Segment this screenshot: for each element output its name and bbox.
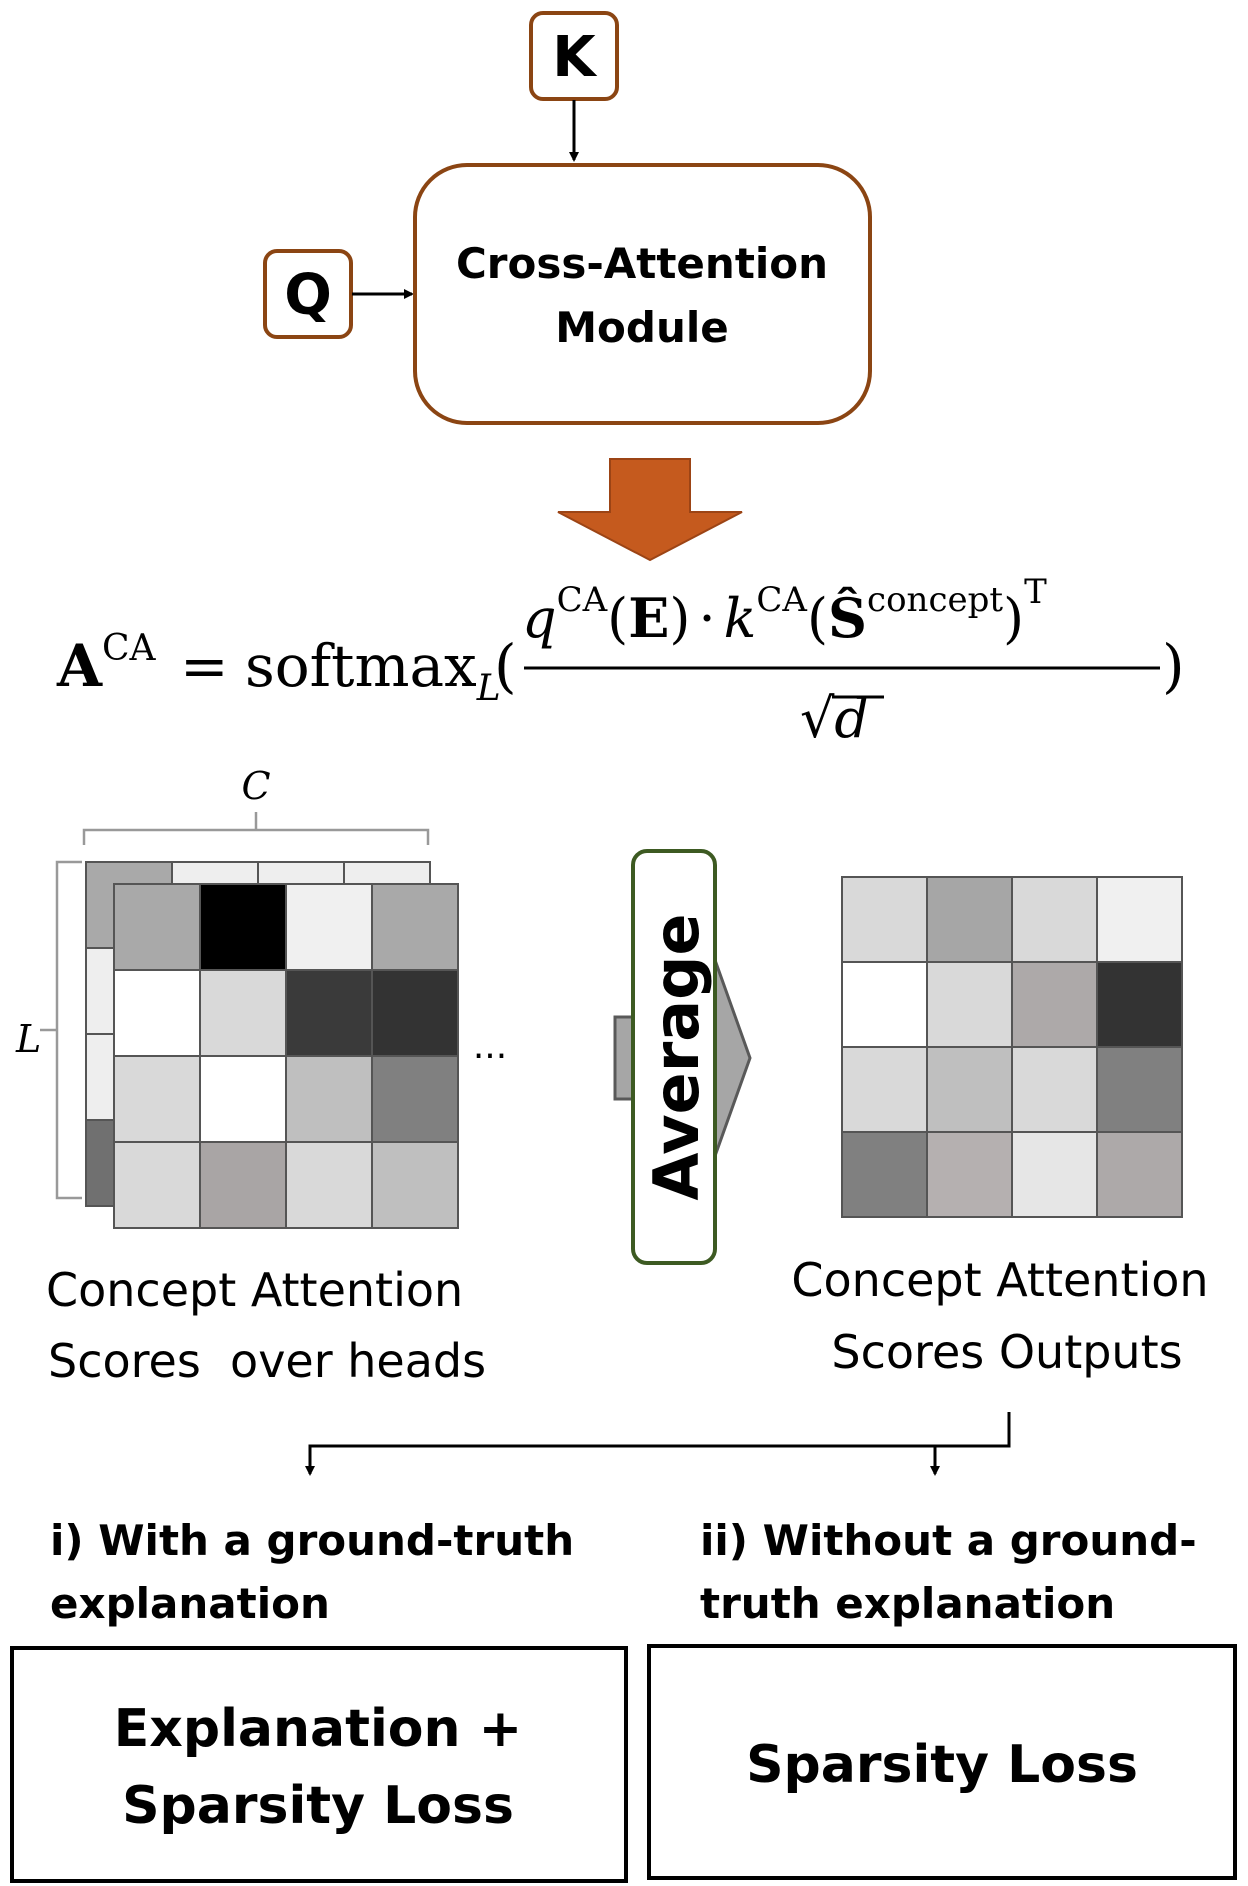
- branch-right-line2: truth explanation: [700, 1579, 1115, 1628]
- output-cell: [926, 876, 1013, 963]
- left-caption-line2: Scores over heads: [48, 1334, 486, 1388]
- numerator-k-sup: CA: [756, 580, 807, 620]
- right-caption-line2: Scores Outputs: [831, 1325, 1182, 1379]
- numerator-k: k: [724, 587, 757, 650]
- branch-left-line1: i) With a ground-truth: [50, 1516, 574, 1565]
- output-cell: [1096, 876, 1183, 963]
- attention-cell: [371, 1141, 459, 1229]
- branch-connector: [305, 1412, 1011, 1476]
- left-caption-line1: Concept Attention: [46, 1263, 463, 1317]
- branch-right-line1: ii) Without a ground-: [700, 1516, 1197, 1565]
- q-input-box: [263, 249, 353, 339]
- numerator-s-sup: concept: [867, 580, 1003, 620]
- loss-box-left-frame: [10, 1646, 628, 1883]
- branch-left-line2: explanation: [50, 1579, 330, 1628]
- equation-lhs: ACA: [56, 628, 157, 700]
- module-box: [413, 163, 872, 425]
- output-cell: [1011, 876, 1098, 963]
- attention-cell: [113, 883, 201, 971]
- left-grid-front: [113, 883, 459, 1229]
- numerator-s: Ŝ: [828, 586, 867, 650]
- right-grid: [841, 876, 1183, 1218]
- dim-l-label: L: [15, 1017, 41, 1061]
- attention-cell: [285, 883, 373, 971]
- equation-func-name: softmax: [245, 632, 477, 700]
- attention-cell: [113, 1141, 201, 1229]
- output-cell: [926, 1046, 1013, 1133]
- output-cell: [841, 961, 928, 1048]
- equation-equals: =: [180, 632, 229, 700]
- attention-equation: ACA = softmaxL ( ) qCA(E) · kCA(Ŝconcept)T…: [56, 572, 1185, 750]
- equation-open-paren: (: [494, 632, 517, 700]
- loss-left-line1: Explanation +: [114, 1699, 522, 1759]
- dim-c-label: C: [241, 764, 270, 808]
- numerator-q-sup: CA: [557, 580, 608, 620]
- numerator-q: q: [522, 587, 557, 650]
- equation-lhs-sup: CA: [102, 628, 157, 669]
- attention-cell: [199, 1055, 287, 1143]
- numerator-dot: ·: [698, 587, 715, 650]
- loss-box-right-frame: [647, 1644, 1237, 1880]
- equation-lhs-base: A: [56, 632, 103, 700]
- attention-cell: [199, 1141, 287, 1229]
- more-heads-ellipsis: ...: [473, 1026, 507, 1067]
- k-input: K: [529, 11, 619, 101]
- attention-cell: [199, 969, 287, 1057]
- right-grid-group: Concept Attention Scores Outputs: [791, 876, 1209, 1379]
- attention-cell: [199, 883, 287, 971]
- equation-close-paren: ): [1162, 632, 1185, 700]
- attention-cell: [113, 969, 201, 1057]
- numerator-e: E: [628, 586, 669, 650]
- output-cell: [1096, 961, 1183, 1048]
- denominator-sqrt: √: [800, 687, 835, 750]
- attention-cell: [113, 1055, 201, 1143]
- numerator-e-close: ): [669, 587, 690, 650]
- equation-numerator: qCA(E) · kCA(Ŝconcept)T: [522, 572, 1047, 650]
- attention-cell: [285, 969, 373, 1057]
- output-cell: [1011, 1131, 1098, 1218]
- numerator-s-open: (: [807, 587, 828, 650]
- output-cell: [926, 1131, 1013, 1218]
- numerator-e-open: (: [607, 587, 628, 650]
- loss-box-left: Explanation + Sparsity Loss: [10, 1646, 628, 1883]
- output-cell: [841, 1046, 928, 1133]
- loss-left-line2: Sparsity Loss: [122, 1776, 514, 1836]
- output-cell: [1096, 1046, 1183, 1133]
- module-label-line2: Module: [555, 303, 729, 352]
- output-cell: [841, 876, 928, 963]
- average-label: Average: [640, 913, 713, 1200]
- loss-right-label: Sparsity Loss: [746, 1735, 1138, 1795]
- equation-func-sub: L: [476, 668, 501, 709]
- k-input-label: K: [552, 25, 598, 90]
- attention-cell: [371, 883, 459, 971]
- right-caption-line1: Concept Attention: [791, 1253, 1208, 1307]
- equation-func: softmaxL: [245, 632, 501, 709]
- module-label-line1: Cross-Attention: [456, 239, 828, 288]
- attention-cell: [285, 1141, 373, 1229]
- output-cell: [1096, 1131, 1183, 1218]
- dim-l-brace: [40, 860, 82, 1200]
- cross-attention-module: Cross-Attention Module: [413, 163, 872, 425]
- k-input-box: [529, 11, 619, 101]
- attention-cell: [371, 1055, 459, 1143]
- q-input: Q: [263, 249, 353, 339]
- average-block: Average: [613, 849, 752, 1265]
- attention-cell: [285, 1055, 373, 1143]
- numerator-t-sup: T: [1024, 572, 1047, 612]
- loss-box-right: Sparsity Loss: [647, 1644, 1237, 1880]
- attention-cell: [371, 969, 459, 1057]
- output-cell: [926, 961, 1013, 1048]
- average-box: [631, 849, 717, 1265]
- output-cell: [841, 1131, 928, 1218]
- left-grid-group: C L ... Concept Attention Scores over he…: [15, 764, 507, 1388]
- dim-c-brace: [82, 812, 430, 845]
- orange-down-arrow: [557, 458, 743, 562]
- output-cell: [1011, 1046, 1098, 1133]
- numerator-s-close: ): [1003, 587, 1024, 650]
- output-cell: [1011, 961, 1098, 1048]
- q-input-label: Q: [284, 263, 332, 328]
